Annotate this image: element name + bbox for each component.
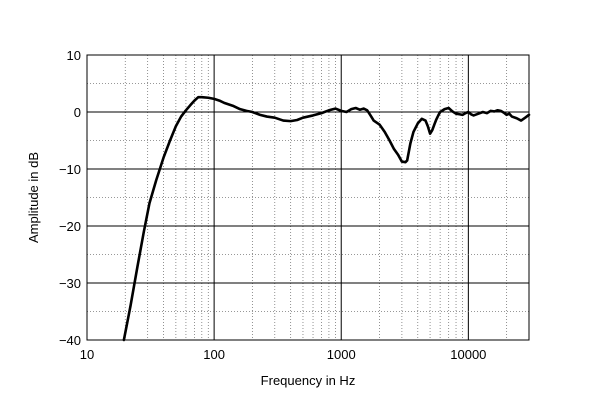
x-tick-label: 10000 — [450, 347, 486, 362]
x-tick-label: 1000 — [327, 347, 356, 362]
x-tick-label: 100 — [203, 347, 225, 362]
response-curve — [122, 95, 531, 342]
plot-frame — [86, 54, 530, 341]
x-tick-label: 10 — [80, 347, 94, 362]
y-axis-title: Amplitude in dB — [26, 152, 41, 243]
y-tick-label: −10 — [59, 162, 81, 177]
response-curve-group — [122, 95, 531, 342]
x-axis-title: Frequency in Hz — [261, 373, 356, 388]
y-tick-label: −40 — [59, 333, 81, 348]
y-tick-label: −30 — [59, 276, 81, 291]
grid — [87, 55, 529, 340]
y-tick-label: −20 — [59, 219, 81, 234]
y-tick-label: 10 — [67, 48, 81, 63]
y-tick-label: 0 — [74, 105, 81, 120]
